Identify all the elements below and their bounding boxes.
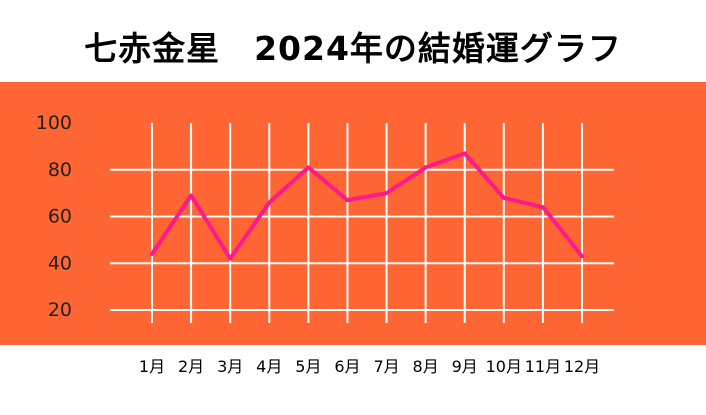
data-point: [306, 165, 311, 170]
data-point: [267, 200, 272, 205]
y-axis-tick-labels: 100 80 60 40 20: [36, 112, 72, 321]
data-point: [462, 151, 467, 156]
horizontal-gridlines: [110, 168, 614, 311]
x-tick-label: 6月: [334, 357, 360, 376]
y-tick-label: 80: [48, 159, 72, 181]
x-tick-label: 2月: [178, 357, 204, 376]
data-points: [150, 151, 584, 261]
x-tick-label: 7月: [373, 357, 399, 376]
chart-title: 七赤金星 2024年の結婚運グラフ: [84, 29, 622, 68]
x-tick-label: 9月: [452, 357, 478, 376]
x-tick-label: 1月: [139, 357, 165, 376]
x-tick-label: 12月: [564, 357, 600, 376]
x-tick-label: 11月: [525, 357, 561, 376]
data-point: [501, 195, 506, 200]
data-point: [540, 205, 545, 210]
x-tick-label: 4月: [256, 357, 282, 376]
x-tick-label: 8月: [413, 357, 439, 376]
data-point: [384, 191, 389, 196]
data-point: [423, 165, 428, 170]
data-point: [345, 198, 350, 203]
data-point: [150, 251, 154, 256]
x-tick-label: 10月: [486, 357, 522, 376]
x-tick-label: 5月: [295, 357, 321, 376]
y-tick-label: 60: [48, 206, 72, 228]
chart-background-band: [0, 82, 706, 345]
y-tick-label: 40: [48, 252, 72, 274]
x-axis-tick-labels: 1月 2月 3月 4月 5月 6月 7月 8月 9月 10月 11月 12月: [139, 357, 600, 376]
series-line: [150, 151, 584, 261]
data-point: [189, 193, 194, 198]
x-tick-label: 3月: [217, 357, 243, 376]
data-point: [228, 256, 233, 261]
y-tick-label: 20: [48, 299, 72, 321]
y-tick-label: 100: [36, 112, 72, 134]
data-point: [580, 254, 584, 259]
